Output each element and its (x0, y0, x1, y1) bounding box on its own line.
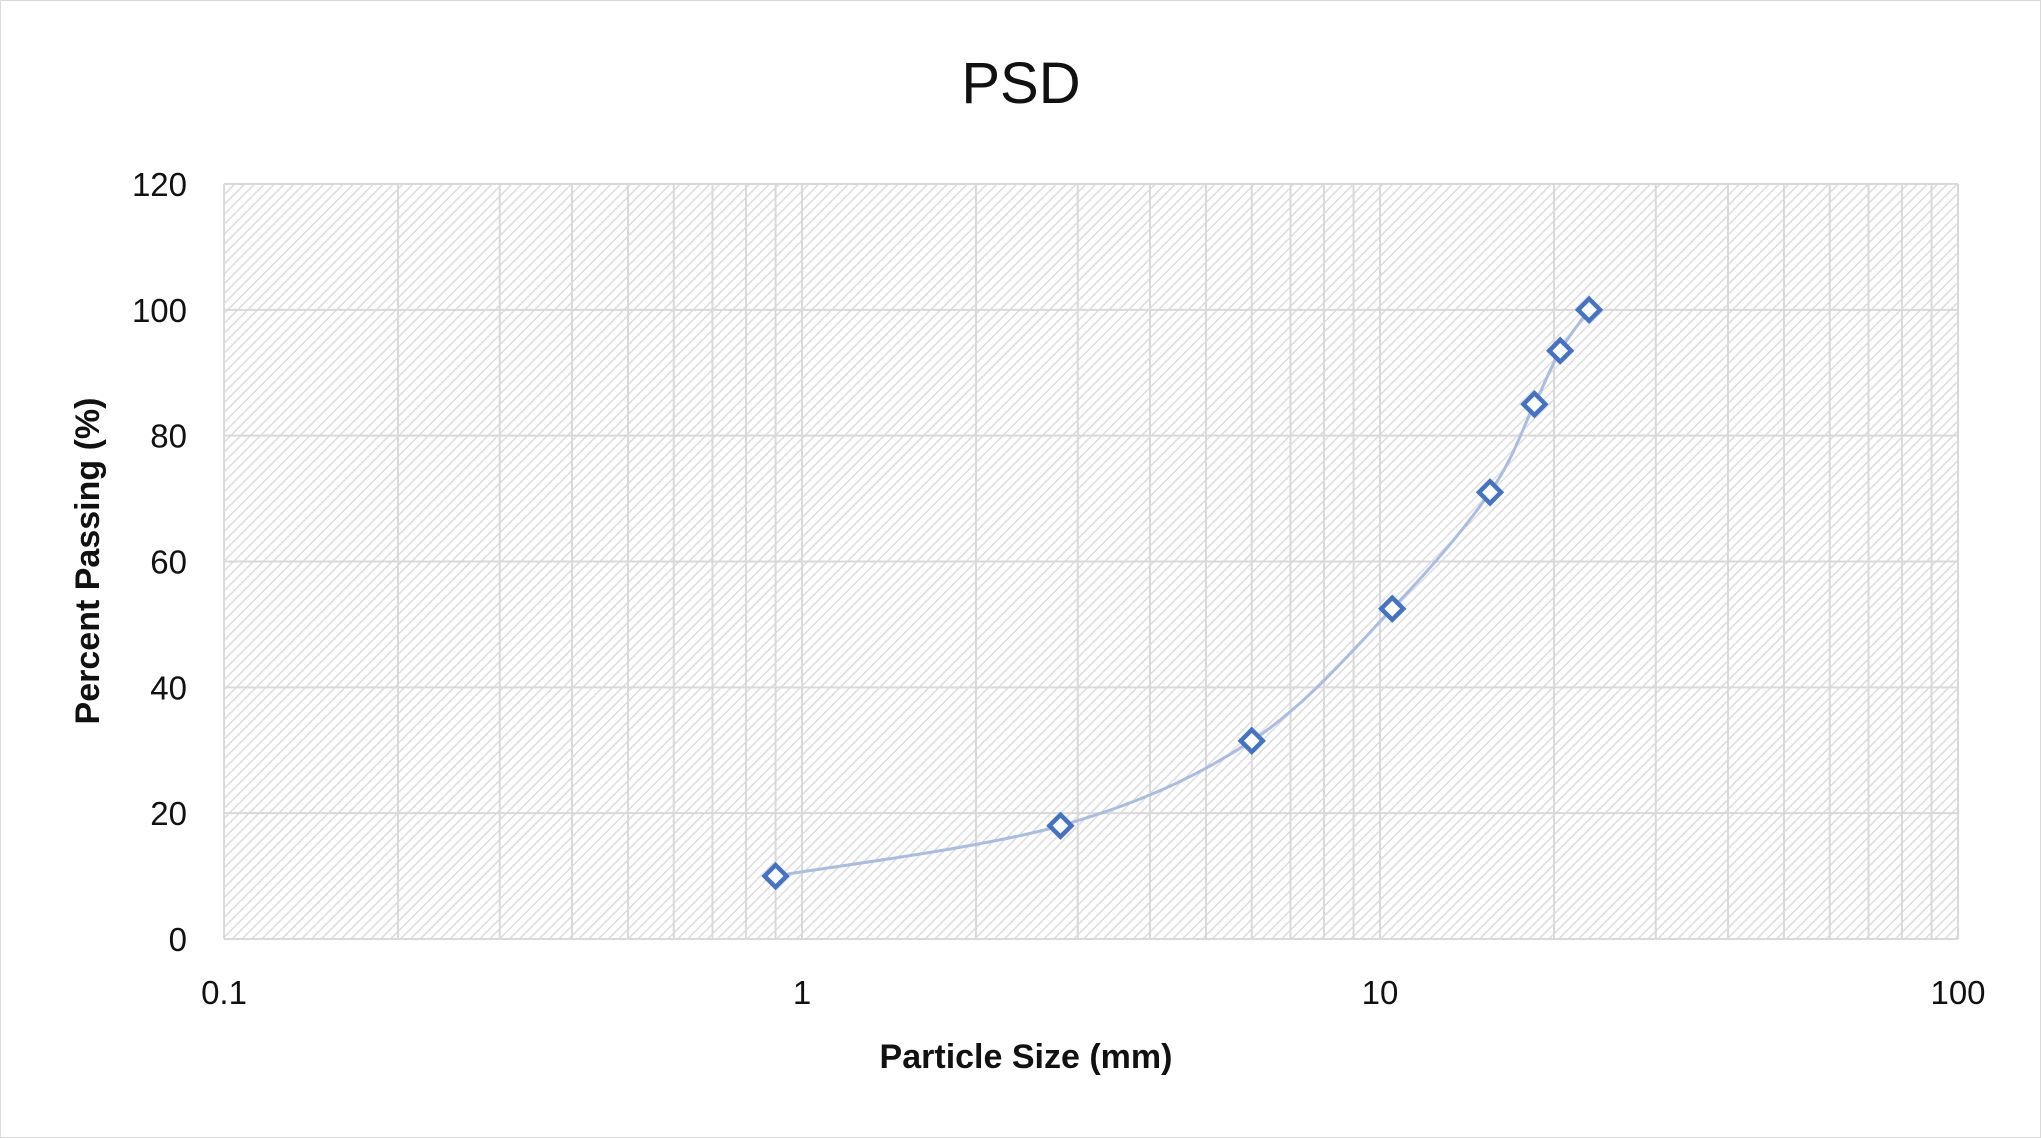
data-point (1546, 336, 1575, 365)
y-tick-labels: 0 20 40 60 80 100 120 (132, 166, 187, 958)
x-tick-label: 1 (793, 974, 811, 1011)
data-point (1574, 295, 1604, 325)
series-line (775, 308, 1591, 878)
y-tick-label: 60 (150, 544, 187, 581)
y-tick-label: 100 (132, 292, 187, 329)
chart-title: PSD (961, 51, 1080, 116)
y-tick-label: 80 (150, 418, 187, 455)
data-point (761, 861, 790, 891)
data-markers (761, 295, 1604, 891)
x-tick-label: 0.1 (201, 974, 247, 1011)
grid-lines (223, 183, 1959, 940)
series-curve (775, 308, 1591, 878)
y-tick-label: 40 (150, 669, 187, 706)
data-point (1237, 726, 1266, 755)
data-point (1475, 478, 1505, 507)
x-tick-label: 10 (1362, 974, 1399, 1011)
data-point (1378, 594, 1407, 623)
y-tick-label: 120 (132, 166, 187, 203)
data-point (1520, 390, 1549, 419)
x-axis-title: Particle Size (mm) (880, 1038, 1173, 1076)
y-axis-title: Percent Passing (%) (69, 398, 107, 725)
y-tick-label: 20 (150, 795, 187, 832)
x-tick-labels: 0.1 1 10 100 (201, 974, 1985, 1011)
y-tick-label: 0 (169, 921, 187, 958)
data-point (1046, 811, 1075, 840)
x-tick-label: 100 (1930, 974, 1985, 1011)
